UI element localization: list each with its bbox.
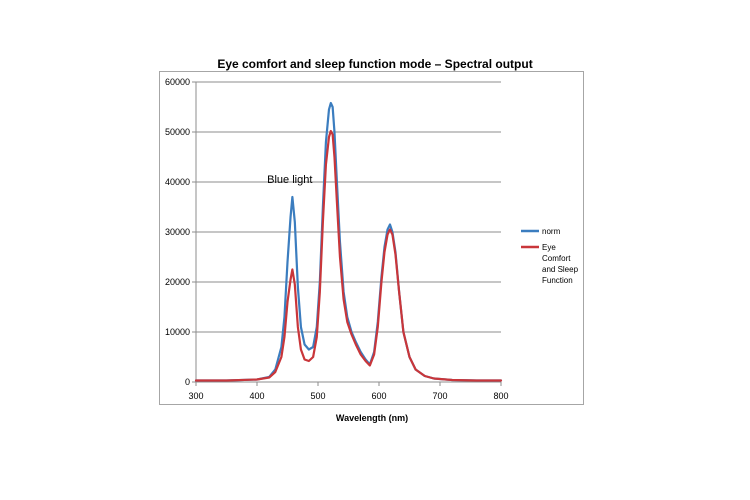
legend-label: norm xyxy=(542,227,561,236)
series-line-norm xyxy=(194,101,503,382)
annotations: Blue light xyxy=(267,174,312,186)
legend: norm Eye Comfort and Sleep Function xyxy=(521,227,579,285)
x-tick-label: 700 xyxy=(432,391,447,401)
y-tick-label: 20000 xyxy=(165,277,190,287)
x-axis-title: Wavelength (nm) xyxy=(335,413,409,423)
gridlines xyxy=(196,81,501,333)
x-tick-label: 300 xyxy=(188,391,203,401)
legend-label-line: and Sleep xyxy=(542,265,579,274)
x-tick-label: 600 xyxy=(371,391,386,401)
x-tick-label: 800 xyxy=(493,391,508,401)
legend-label-line: Eye xyxy=(542,243,556,252)
x-tick-label: 400 xyxy=(249,391,264,401)
x-tick-label: 500 xyxy=(310,391,325,401)
axes xyxy=(192,81,502,386)
tick-labels: 0 10000 20000 30000 40000 50000 60000 300 400 500… xyxy=(165,77,509,401)
legend-label: Eye Comfort and Sleep Function xyxy=(542,243,579,285)
y-tick-label: 60000 xyxy=(165,77,190,87)
y-tick-label: 10000 xyxy=(165,327,190,337)
legend-label-line: Function xyxy=(542,276,573,285)
chart-area xyxy=(159,71,584,405)
y-tick-label: 40000 xyxy=(165,177,190,187)
series-line-eye-comfort xyxy=(194,129,503,382)
legend-label-line: Comfort xyxy=(542,254,571,263)
annotation-blue-light: Blue light xyxy=(267,174,312,186)
legend-label-line: norm xyxy=(542,227,561,236)
y-tick-label: 50000 xyxy=(165,127,190,137)
series-lines xyxy=(194,101,503,382)
y-tick-label: 30000 xyxy=(165,227,190,237)
chart-title: Eye comfort and sleep function mode – Sp… xyxy=(217,57,533,71)
y-tick-label: 0 xyxy=(185,377,190,387)
